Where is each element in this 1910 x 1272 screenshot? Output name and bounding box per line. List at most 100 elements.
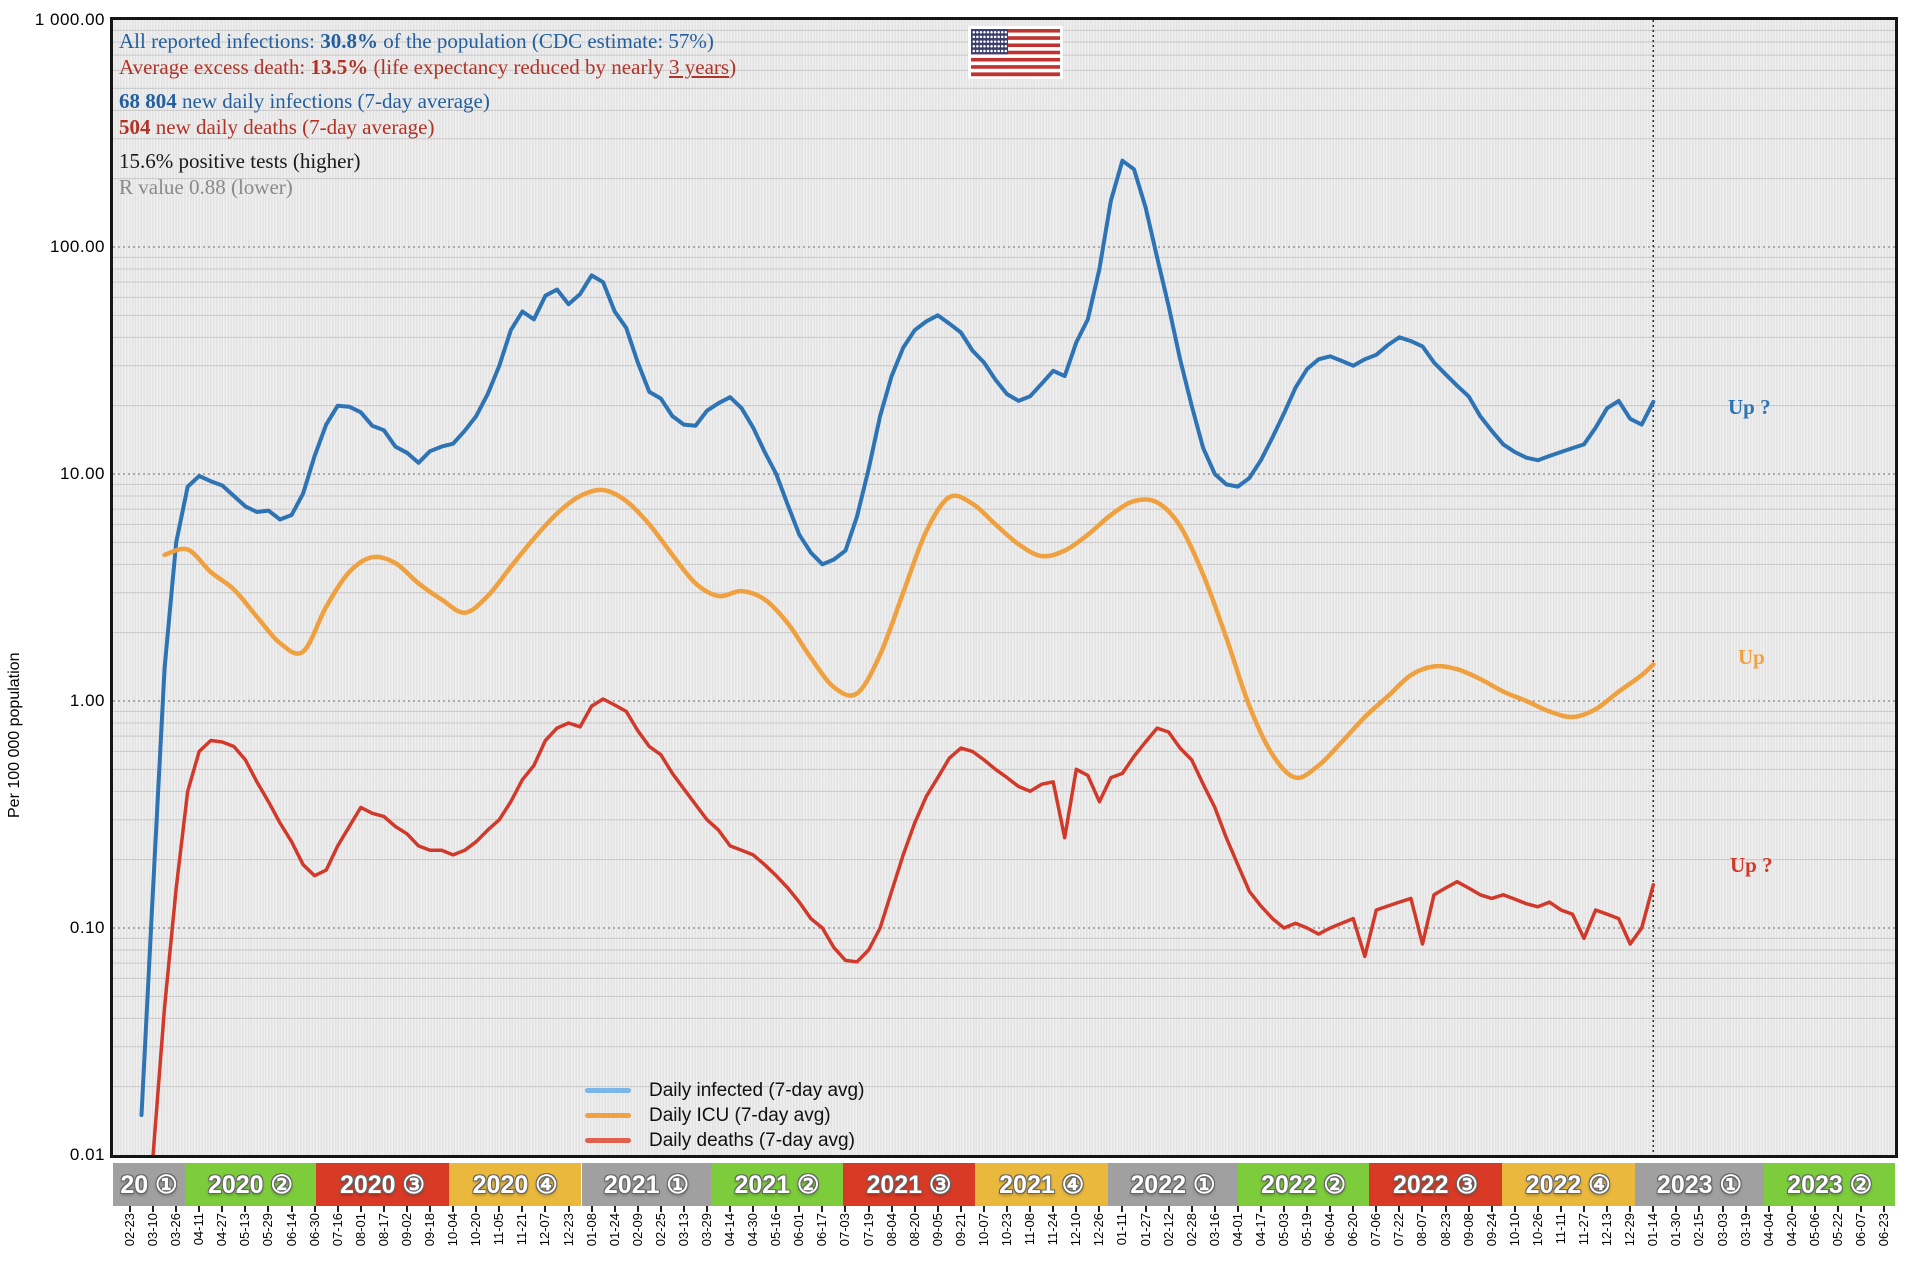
x-tick bbox=[452, 1206, 455, 1212]
x-tick-label-text: 02-23 bbox=[122, 1213, 137, 1247]
x-tick bbox=[1075, 1206, 1078, 1212]
x-tick-label-text: 03-16 bbox=[1206, 1213, 1222, 1247]
x-tick-label: 03-16 bbox=[1207, 1213, 1223, 1271]
x-tick-label-text: 10-26 bbox=[1529, 1213, 1545, 1247]
x-tick bbox=[821, 1206, 824, 1212]
x-tick-label: 03-19 bbox=[1738, 1213, 1754, 1271]
quarter-band: 2020 ④ bbox=[448, 1163, 582, 1206]
x-tick-label-text: 06-20 bbox=[1345, 1213, 1361, 1247]
x-tick-label-text: 05-29 bbox=[260, 1213, 276, 1247]
x-tick-label-text: 04-17 bbox=[1252, 1213, 1268, 1247]
x-tick bbox=[613, 1206, 616, 1212]
x-tick bbox=[1283, 1206, 1285, 1212]
x-tick-label-text: 03-29 bbox=[699, 1213, 714, 1247]
x-tick-label-text: 01-27 bbox=[1137, 1213, 1153, 1247]
x-tick-label-text: 09-05 bbox=[929, 1213, 945, 1247]
x-tick bbox=[498, 1206, 501, 1212]
x-tick bbox=[267, 1206, 270, 1212]
x-tick-label: 02-09 bbox=[630, 1213, 646, 1271]
quarter-band: 2022 ② bbox=[1237, 1163, 1370, 1206]
x-tick-label: 04-01 bbox=[1230, 1213, 1246, 1271]
x-tick-label: 09-05 bbox=[930, 1213, 946, 1271]
x-tick bbox=[1329, 1206, 1332, 1212]
x-tick-label-text: 11-11 bbox=[1552, 1213, 1568, 1245]
x-tick-label: 12-23 bbox=[561, 1213, 577, 1271]
x-tick-label-text: 01-14 bbox=[1645, 1213, 1661, 1247]
x-tick-label: 05-03 bbox=[1276, 1213, 1292, 1271]
x-tick-label: 06-20 bbox=[1345, 1213, 1361, 1271]
x-tick-label: 11-08 bbox=[1022, 1213, 1038, 1271]
legend-item: Daily deaths (7-day avg) bbox=[585, 1128, 864, 1153]
x-tick-label-text: 07-03 bbox=[837, 1213, 853, 1247]
x-tick-label-text: 10-23 bbox=[999, 1213, 1015, 1247]
x-tick-label-text: 06-04 bbox=[1322, 1213, 1338, 1247]
x-tick bbox=[959, 1206, 962, 1212]
x-tick-label: 10-10 bbox=[1507, 1213, 1523, 1271]
x-tick-label: 10-04 bbox=[445, 1213, 461, 1271]
legend-label: Daily infected (7-day avg) bbox=[649, 1079, 865, 1101]
x-tick bbox=[1144, 1206, 1147, 1212]
x-tick-label-text: 10-10 bbox=[1506, 1213, 1522, 1247]
x-tick bbox=[1675, 1206, 1678, 1212]
x-tick-label-text: 12-26 bbox=[1091, 1213, 1107, 1247]
x-tick-label: 11-05 bbox=[491, 1213, 507, 1271]
x-tick-label-text: 05-19 bbox=[1299, 1213, 1315, 1247]
x-tick-label: 03-26 bbox=[168, 1213, 184, 1271]
quarter-band-label: 2021 ④ bbox=[999, 1170, 1085, 1199]
quarter-band-label: 2020 ③ bbox=[339, 1170, 425, 1199]
series-deaths-line bbox=[151, 697, 1656, 1155]
x-tick-label-text: 01-24 bbox=[606, 1213, 622, 1247]
x-tick bbox=[336, 1206, 339, 1212]
trend-annotation: Up bbox=[1738, 645, 1765, 669]
x-tick-label-text: 02-28 bbox=[1183, 1213, 1199, 1247]
x-tick bbox=[1767, 1206, 1770, 1212]
x-tick-label-text: 08-17 bbox=[375, 1213, 391, 1247]
quarter-band-label: 2022 ④ bbox=[1525, 1170, 1611, 1199]
x-tick bbox=[1836, 1206, 1839, 1212]
x-tick-label-text: 05-03 bbox=[1276, 1213, 1291, 1247]
x-tick-label-text: 10-04 bbox=[445, 1213, 461, 1247]
x-tick-label-text: 06-01 bbox=[791, 1213, 807, 1247]
x-tick bbox=[1629, 1206, 1632, 1212]
x-tick-label-text: 04-04 bbox=[1760, 1213, 1776, 1247]
x-tick-label: 05-06 bbox=[1807, 1213, 1823, 1271]
x-tick-label: 01-11 bbox=[1114, 1213, 1130, 1271]
x-tick-label-text: 05-22 bbox=[1829, 1213, 1845, 1247]
y-axis-title: Per 100 000 population bbox=[6, 652, 23, 818]
x-tick bbox=[1213, 1206, 1216, 1212]
x-tick-label-text: 02-12 bbox=[1160, 1213, 1176, 1247]
x-tick-label: 07-16 bbox=[330, 1213, 346, 1271]
x-tick-label-text: 09-18 bbox=[422, 1213, 438, 1247]
x-tick-label: 09-18 bbox=[422, 1213, 438, 1271]
x-tick-label-text: 08-23 bbox=[1437, 1213, 1453, 1247]
x-tick-label-text: 04-20 bbox=[1783, 1213, 1799, 1247]
x-tick-label-text: 03-03 bbox=[1714, 1213, 1730, 1247]
x-tick-label: 08-04 bbox=[884, 1213, 900, 1271]
x-tick bbox=[221, 1206, 224, 1212]
x-tick-label: 08-07 bbox=[1414, 1213, 1430, 1271]
quarter-band-label: 2023 ① bbox=[1656, 1170, 1742, 1199]
x-tick bbox=[1098, 1206, 1101, 1212]
x-tick bbox=[1813, 1206, 1816, 1212]
x-tick-label: 09-02 bbox=[399, 1213, 415, 1271]
x-tick-label: 07-03 bbox=[837, 1213, 853, 1271]
x-tick-label: 05-16 bbox=[768, 1213, 784, 1271]
quarter-band-label: 2022 ③ bbox=[1392, 1170, 1478, 1199]
quarter-band: 2022 ④ bbox=[1501, 1163, 1635, 1206]
x-tick bbox=[475, 1206, 478, 1212]
x-tick bbox=[1860, 1206, 1862, 1212]
x-tick-label: 04-30 bbox=[745, 1213, 761, 1271]
y-tick-label: 1 000.00 bbox=[34, 10, 105, 29]
x-tick-label-text: 08-20 bbox=[906, 1213, 922, 1247]
x-tick-label-text: 08-04 bbox=[883, 1213, 899, 1247]
y-tick-label: 10.00 bbox=[59, 464, 105, 483]
x-tick-label: 12-13 bbox=[1599, 1213, 1615, 1271]
x-tick bbox=[752, 1206, 755, 1212]
x-tick bbox=[198, 1206, 201, 1212]
legend-item: Daily infected (7-day avg) bbox=[585, 1078, 864, 1103]
x-tick bbox=[1259, 1206, 1262, 1212]
x-tick-label: 08-17 bbox=[376, 1213, 392, 1271]
reported-infections-line: All reported infections: 30.8% of the po… bbox=[119, 29, 714, 53]
quarter-band: 2021 ② bbox=[711, 1163, 843, 1206]
